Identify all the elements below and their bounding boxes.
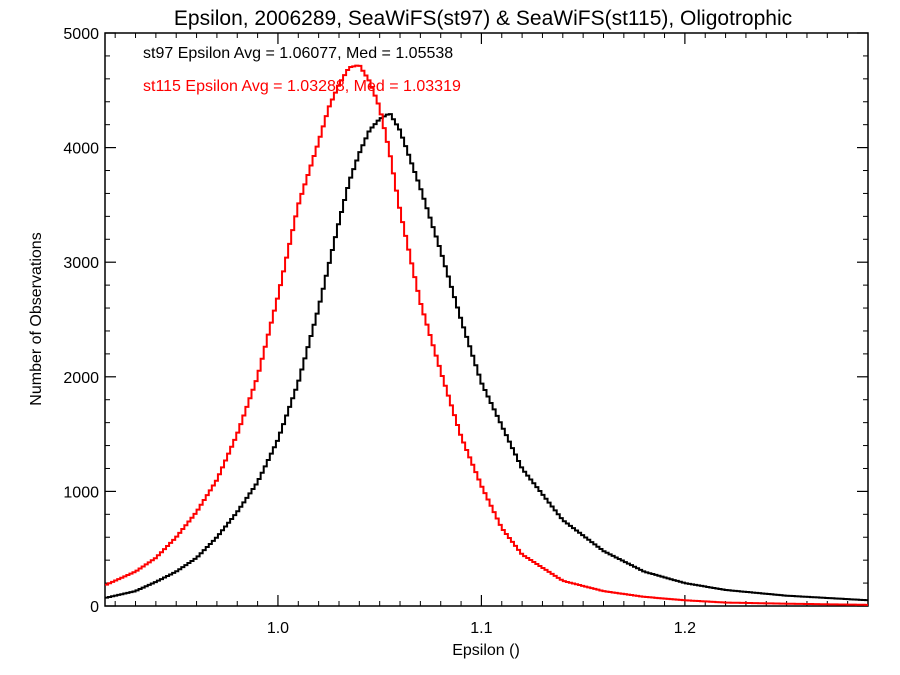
y-tick-label: 2000 [63,370,99,387]
y-axis: 0 1000 2000 3000 4000 5000 [63,26,868,616]
plot-frame [104,32,869,607]
y-tick-label: 0 [90,599,99,616]
y-tick-label: 3000 [63,255,99,272]
x-tick-label: 1.1 [470,620,492,637]
x-tick-label: 1.2 [674,620,696,637]
y-tick-label: 4000 [63,141,99,158]
y-axis-label: Number of Observations [28,232,45,405]
annotation-st115: st115 Epsilon Avg = 1.03288, Med = 1.033… [143,78,461,95]
annotation-st97: st97 Epsilon Avg = 1.06077, Med = 1.0553… [143,45,453,62]
x-tick-label: 1.0 [267,620,289,637]
x-axis-label: Epsilon () [452,642,520,659]
y-tick-label: 1000 [63,484,99,501]
x-axis: 1.0 1.1 1.2 [114,33,869,637]
y-tick-label: 5000 [63,26,99,43]
chart-title: Epsilon, 2006289, SeaWiFS(st97) & SeaWiF… [174,7,792,30]
series-st97-line [105,113,868,602]
series-layer [105,64,868,606]
series-st115-line [105,64,868,606]
